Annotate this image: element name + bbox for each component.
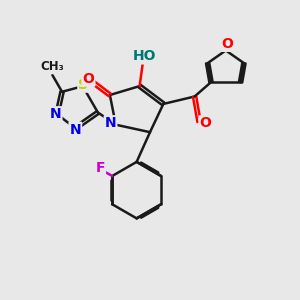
Text: N: N <box>105 116 116 130</box>
Text: HO: HO <box>132 50 156 63</box>
Text: O: O <box>200 116 211 130</box>
Text: O: O <box>221 37 233 51</box>
Text: CH₃: CH₃ <box>40 60 64 73</box>
Text: N: N <box>50 107 62 121</box>
Text: N: N <box>70 123 81 137</box>
Text: O: O <box>82 72 94 86</box>
Text: F: F <box>95 161 105 175</box>
Text: S: S <box>78 78 88 92</box>
